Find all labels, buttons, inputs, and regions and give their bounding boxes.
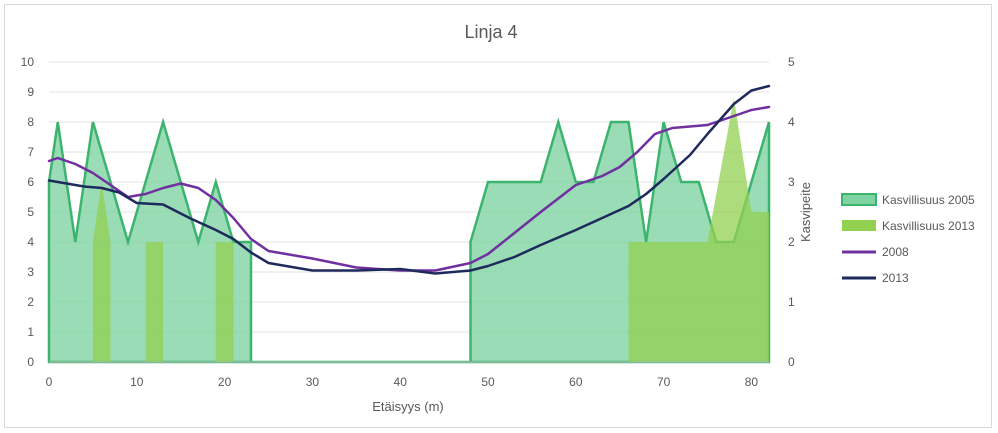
y-tick-label: 9: [27, 85, 34, 99]
legend-swatch-area: [841, 193, 877, 206]
y-tick-label: 2: [27, 295, 34, 309]
legend-swatch-area: [842, 220, 876, 231]
y-tick-label: 5: [27, 205, 34, 219]
legend-entry-label: Kasvillisuus 2013: [882, 219, 975, 233]
y-tick-label: 6: [27, 175, 34, 189]
line-series-group: [47, 84, 771, 275]
y2-tick-label: 2: [788, 235, 795, 249]
x-tick-label: 80: [745, 375, 759, 389]
x-axis-label: Etäisyys (m): [372, 399, 444, 414]
y-tick-label: 7: [27, 145, 34, 159]
x-tick-label: 10: [130, 375, 144, 389]
y-tick-label: 0: [27, 355, 34, 369]
x-tick-label: 20: [218, 375, 232, 389]
legend-entry-label: 2013: [882, 271, 909, 285]
y2-tick-label: 5: [788, 55, 795, 69]
y-tick-label: 8: [27, 115, 34, 129]
area-series-group: [47, 98, 771, 364]
y-tick-label: 3: [27, 265, 34, 279]
legend: Kasvillisuus 2005 Kasvillisuus 2013 2008 20…: [841, 193, 975, 285]
y2-axis-label: Kasvipeite: [798, 182, 813, 242]
y2-tick-label: 3: [788, 175, 795, 189]
x-tick-label: 40: [394, 375, 408, 389]
x-tick-label: 30: [306, 375, 320, 389]
y2-tick-label: 4: [788, 115, 795, 129]
y-tick-label: 10: [21, 55, 35, 69]
chart-title: Linja 4: [464, 22, 517, 42]
y-tick-label: 4: [27, 235, 34, 249]
legend-entry-label: 2008: [882, 245, 909, 259]
y-tick-label: 1: [27, 325, 34, 339]
y2-tick-label: 1: [788, 295, 795, 309]
x-tick-label: 70: [657, 375, 671, 389]
line-series-2013: [47, 84, 771, 275]
x-tick-label: 0: [46, 375, 53, 389]
area-series-kasvillisuus-2013: [92, 98, 769, 362]
legend-entry-label: Kasvillisuus 2005: [882, 193, 975, 207]
x-tick-label: 50: [481, 375, 495, 389]
x-tick-label: 60: [569, 375, 583, 389]
y2-tick-label: 0: [788, 355, 795, 369]
